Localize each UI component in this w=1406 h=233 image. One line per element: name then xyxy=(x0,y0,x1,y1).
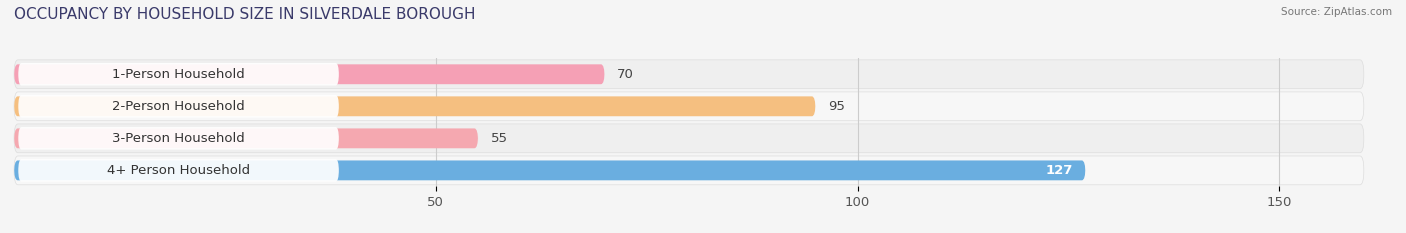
Text: 2-Person Household: 2-Person Household xyxy=(112,100,245,113)
Text: OCCUPANCY BY HOUSEHOLD SIZE IN SILVERDALE BOROUGH: OCCUPANCY BY HOUSEHOLD SIZE IN SILVERDAL… xyxy=(14,7,475,22)
Text: 70: 70 xyxy=(617,68,634,81)
FancyBboxPatch shape xyxy=(18,63,339,86)
FancyBboxPatch shape xyxy=(14,96,815,116)
Text: 55: 55 xyxy=(491,132,508,145)
FancyBboxPatch shape xyxy=(14,156,1364,185)
FancyBboxPatch shape xyxy=(18,159,339,182)
FancyBboxPatch shape xyxy=(14,161,1085,180)
FancyBboxPatch shape xyxy=(14,92,1364,121)
FancyBboxPatch shape xyxy=(14,60,1364,89)
Text: 3-Person Household: 3-Person Household xyxy=(112,132,245,145)
FancyBboxPatch shape xyxy=(18,95,339,118)
FancyBboxPatch shape xyxy=(14,128,478,148)
Text: Source: ZipAtlas.com: Source: ZipAtlas.com xyxy=(1281,7,1392,17)
Text: 95: 95 xyxy=(828,100,845,113)
FancyBboxPatch shape xyxy=(14,124,1364,153)
Text: 127: 127 xyxy=(1046,164,1073,177)
FancyBboxPatch shape xyxy=(18,127,339,150)
Text: 4+ Person Household: 4+ Person Household xyxy=(107,164,250,177)
FancyBboxPatch shape xyxy=(14,64,605,84)
Text: 1-Person Household: 1-Person Household xyxy=(112,68,245,81)
